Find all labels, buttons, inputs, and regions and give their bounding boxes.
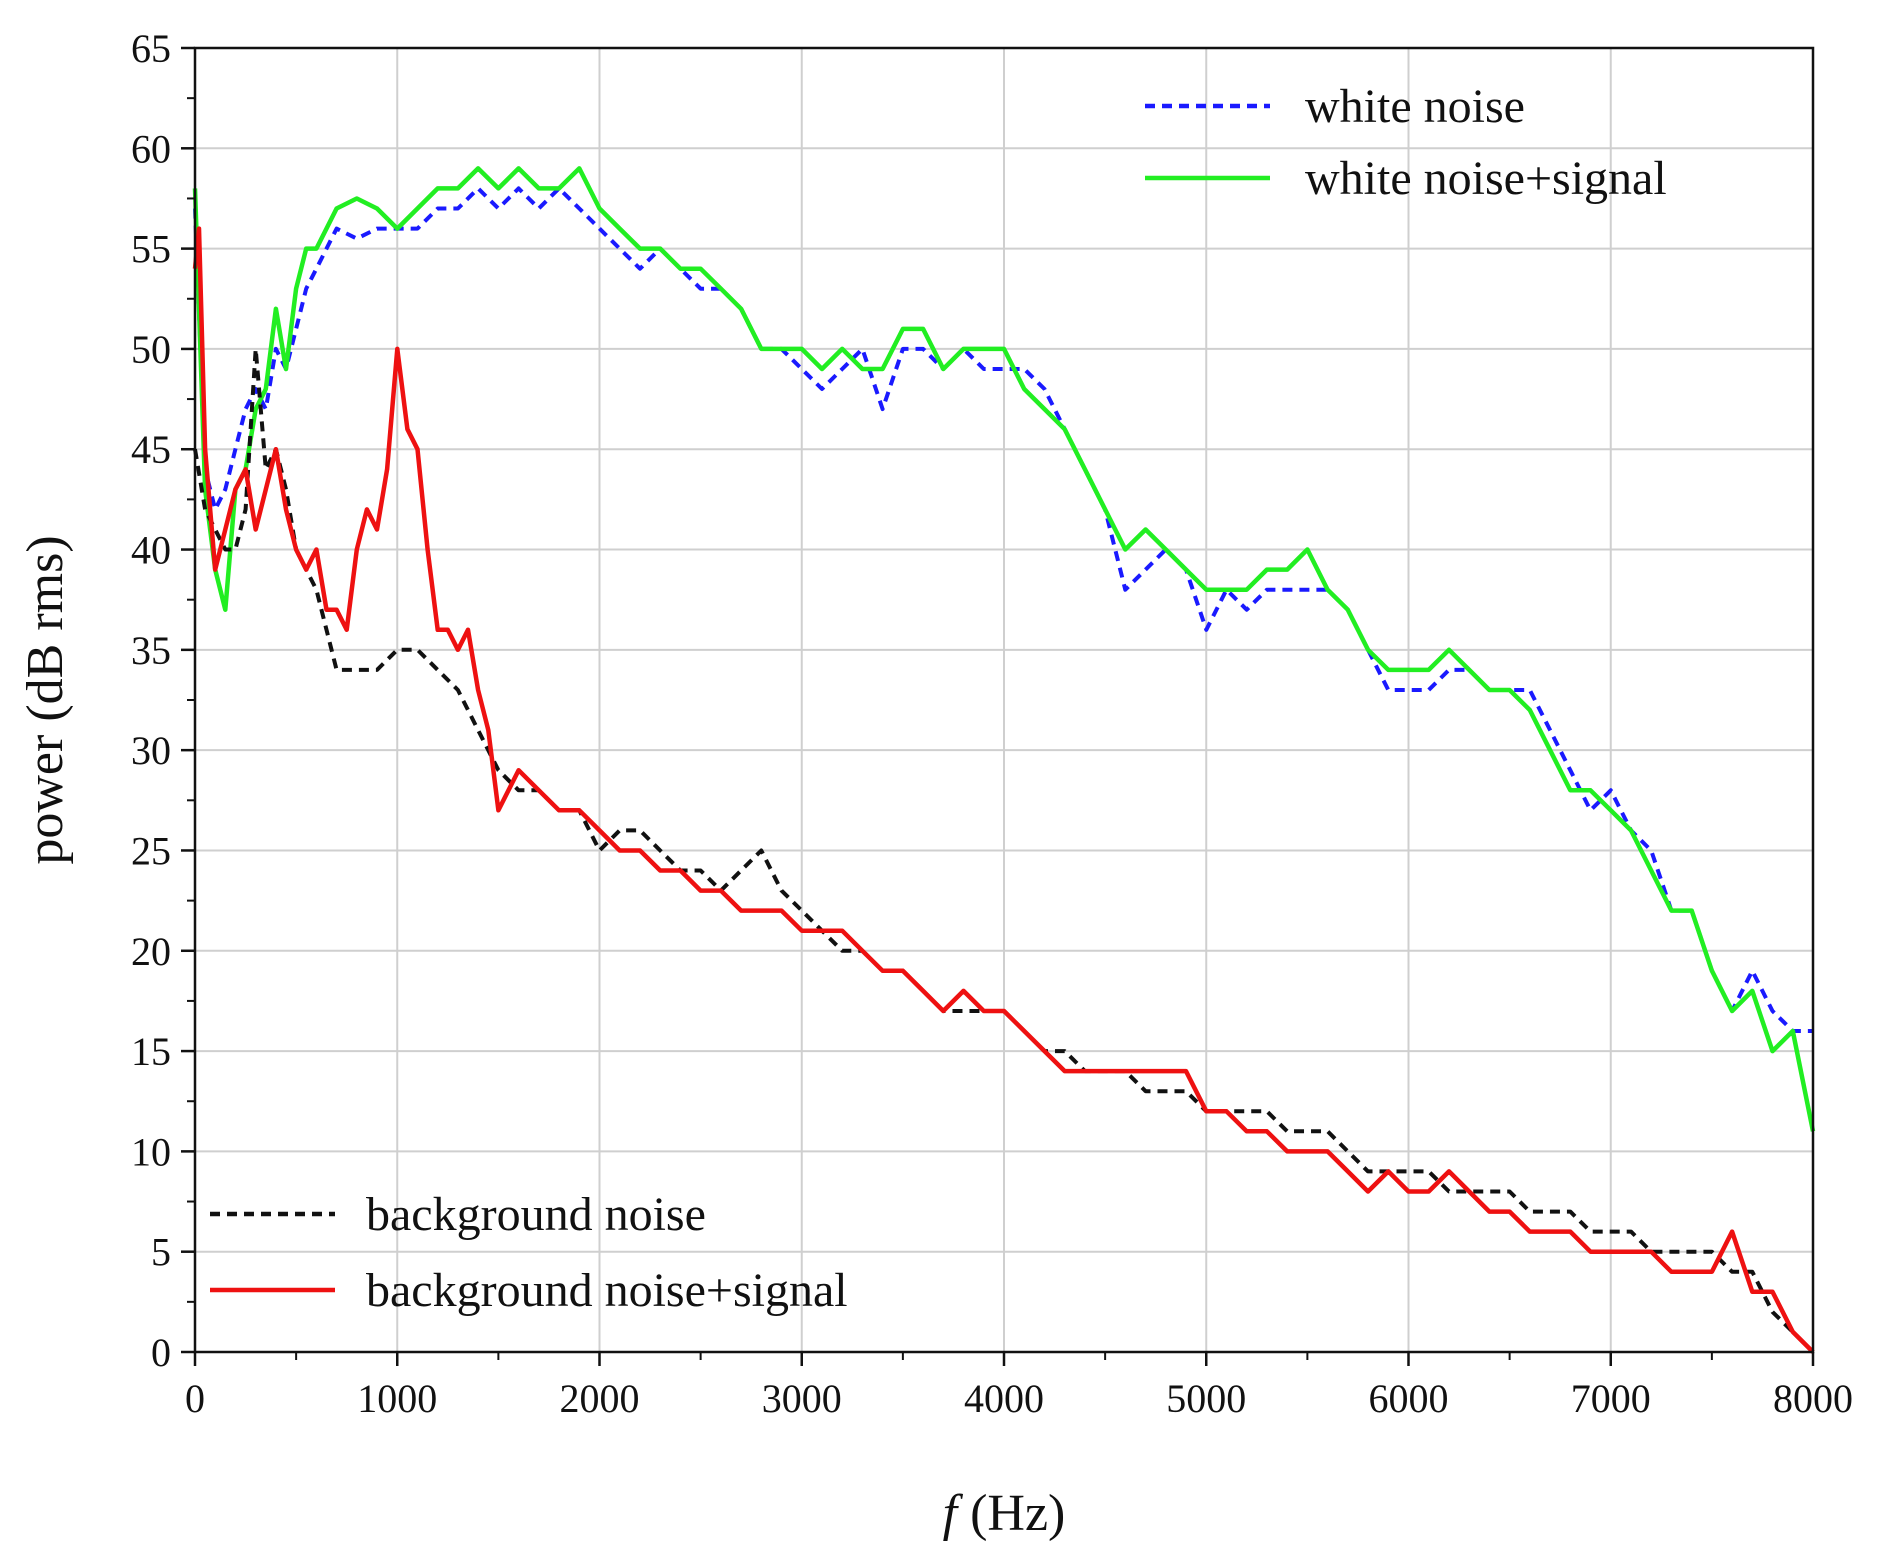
y-tick-label: 60 <box>131 126 171 171</box>
y-tick-label: 15 <box>131 1029 171 1074</box>
y-tick-label: 65 <box>131 26 171 71</box>
tick-labels: 0 1000 2000 3000 4000 5000 6000 7000 8000 0 5 10 15 2… <box>131 26 1853 1421</box>
x-tick-label: 8000 <box>1773 1376 1853 1421</box>
legend-label-background-noise: background noise <box>366 1188 706 1241</box>
x-axis-label: f (Hz) <box>943 1485 1066 1542</box>
y-tick-label: 30 <box>131 728 171 773</box>
y-tick-label: 0 <box>151 1330 171 1375</box>
series-line-white-noise-signal <box>192 166 1816 1132</box>
axes <box>181 46 1815 1366</box>
x-tick-label: 2000 <box>560 1376 640 1421</box>
x-tick-label: 1000 <box>357 1376 437 1421</box>
x-axis-label-unit: (Hz) <box>957 1485 1065 1542</box>
x-tick-label: 0 <box>185 1376 205 1421</box>
legend-bottom-left: background noise background noise+signal <box>210 1188 848 1317</box>
y-tick-label: 10 <box>131 1129 171 1174</box>
series-lines <box>192 166 1816 1354</box>
y-tick-label: 50 <box>131 327 171 372</box>
y-tick-label: 45 <box>131 427 171 472</box>
legend-label-background-noise-signal: background noise+signal <box>366 1264 848 1317</box>
x-tick-label: 6000 <box>1369 1376 1449 1421</box>
y-tick-label: 55 <box>131 227 171 272</box>
y-tick-label: 35 <box>131 628 171 673</box>
y-tick-label: 20 <box>131 929 171 974</box>
x-tick-label: 3000 <box>762 1376 842 1421</box>
legend-top-right: white noise white noise+signal <box>1145 80 1667 205</box>
y-tick-label: 40 <box>131 528 171 573</box>
x-tick-label: 5000 <box>1166 1376 1246 1421</box>
x-tick-label: 7000 <box>1571 1376 1651 1421</box>
legend-label-white-noise-signal: white noise+signal <box>1305 152 1667 205</box>
legend-label-white-noise: white noise <box>1305 80 1525 133</box>
y-axis-label: power (dB rms) <box>17 535 74 864</box>
x-tick-label: 4000 <box>964 1376 1044 1421</box>
series-line-background-noise-signal <box>192 226 1815 1354</box>
y-tick-label: 25 <box>131 828 171 873</box>
y-tick-label: 5 <box>151 1230 171 1275</box>
